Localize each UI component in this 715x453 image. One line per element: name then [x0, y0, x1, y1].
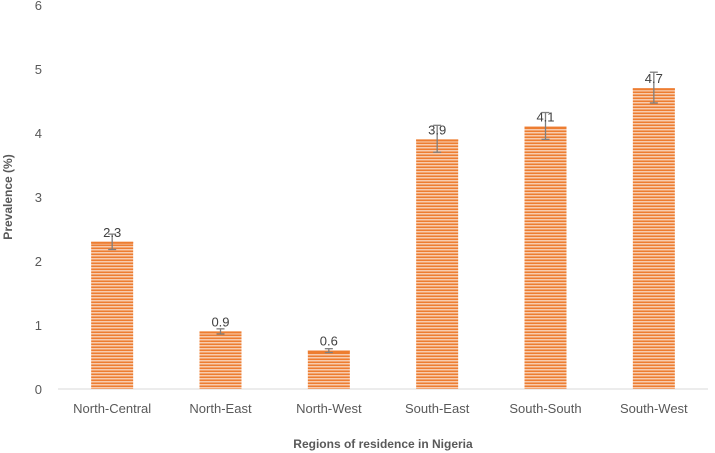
- error-bar: [649, 71, 658, 104]
- x-category-label: South-East: [405, 401, 470, 416]
- bar-value-label: 0.6: [320, 334, 338, 349]
- bar: [91, 241, 134, 389]
- error-bar: [541, 111, 550, 141]
- x-category-label: South-South: [509, 401, 581, 416]
- x-axis-title: Regions of residence in Nigeria: [293, 437, 473, 451]
- bar-value-label: 2.3: [103, 225, 121, 240]
- x-category-label: North-West: [296, 401, 362, 416]
- bar-value-label: 0.9: [211, 314, 229, 329]
- x-category-label: South-West: [620, 401, 688, 416]
- bar: [199, 331, 242, 389]
- y-axis-title: Prevalence (%): [1, 154, 15, 239]
- y-tick-label: 0: [35, 382, 42, 397]
- y-tick-label: 1: [35, 318, 42, 333]
- bar: [416, 139, 459, 389]
- bar: [307, 350, 350, 389]
- y-tick-label: 2: [35, 254, 42, 269]
- y-tick-label: 6: [35, 0, 42, 13]
- error-bar: [433, 124, 442, 153]
- y-tick-label: 5: [35, 62, 42, 77]
- bar-value-label: 4.7: [645, 71, 663, 86]
- bar: [632, 88, 675, 389]
- bars: 2.3 0.9 0.6 3.9 4.1 4.7: [91, 71, 675, 389]
- error-bar: [108, 233, 117, 251]
- x-category-label: North-East: [189, 401, 252, 416]
- error-bar: [324, 348, 333, 354]
- y-tick-label: 3: [35, 190, 42, 205]
- bar: [524, 126, 567, 389]
- x-category-label: North-Central: [73, 401, 151, 416]
- error-bar: [216, 328, 225, 335]
- bar-value-label: 4.1: [536, 110, 554, 125]
- x-axis-labels: North-Central North-East North-West South-E…: [73, 401, 688, 416]
- y-tick-label: 4: [35, 126, 42, 141]
- y-axis-ticks: 0 1 2 3 4 5 6: [35, 0, 42, 397]
- bar-value-label: 3.9: [428, 122, 446, 137]
